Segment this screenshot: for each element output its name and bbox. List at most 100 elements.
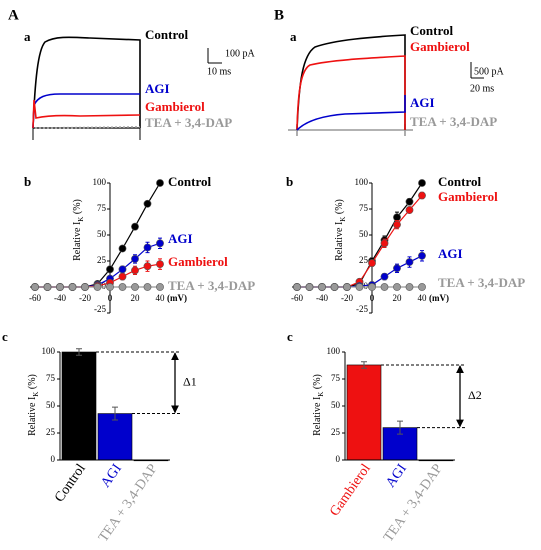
annotation: Δ2 — [468, 388, 482, 402]
trace-label: Gambierol — [145, 99, 205, 114]
y-tick-label: 100 — [355, 177, 369, 187]
data-point — [418, 251, 426, 260]
scale-x: 10 ms — [207, 66, 231, 77]
y-tick-label: 100 — [42, 346, 56, 356]
y-tick-label: 0 — [364, 281, 369, 291]
y-tick-label: 25 — [331, 427, 341, 437]
y-axis-label: Relative IK (%) — [312, 374, 324, 436]
data-point — [368, 283, 376, 291]
annotation-guide — [381, 364, 465, 429]
data-point — [156, 283, 164, 291]
y-tick-label: 75 — [46, 373, 56, 383]
x-tick-label: 40 — [156, 293, 166, 303]
y-tick-label: 25 — [359, 255, 369, 265]
group-label: B — [274, 7, 284, 23]
x-tick-label: Control — [52, 461, 89, 505]
trace-label: TEA + 3,4-DAP — [410, 114, 497, 129]
data-point — [143, 262, 152, 271]
data-point — [393, 283, 401, 291]
series-label: AGI — [438, 246, 463, 261]
y-tick-label: 50 — [46, 400, 56, 410]
data-point — [131, 283, 139, 291]
y-label-sub: K — [317, 392, 325, 397]
panel-label: a — [24, 29, 31, 44]
data-point — [405, 197, 414, 206]
data-point — [156, 239, 164, 248]
trace-label: Control — [410, 23, 453, 38]
panel-label: a — [290, 29, 297, 44]
x-tick-label: -60 — [291, 293, 303, 303]
data-point — [106, 265, 114, 274]
series-label: TEA + 3,4-DAP — [168, 278, 255, 293]
y-label-sub: K — [339, 217, 347, 222]
data-point — [368, 259, 376, 267]
series-label: Gambierol — [438, 189, 498, 204]
x-tick-label: AGI — [98, 461, 125, 490]
panel-label: c — [287, 329, 293, 344]
error-bar — [112, 406, 118, 421]
trace-label: AGI — [410, 95, 435, 110]
x-tick-label: -40 — [54, 293, 66, 303]
scale-x: 20 ms — [470, 83, 494, 94]
y-tick-label: 100 — [327, 346, 341, 356]
data-point — [380, 283, 389, 291]
x-tick-label: -20 — [341, 293, 353, 303]
data-point — [31, 283, 39, 291]
trace-label: TEA + 3,4-DAP — [145, 115, 232, 130]
x-tick-label: 0 — [370, 293, 375, 303]
y-label-unit: (%) — [72, 199, 83, 217]
series-label: Control — [168, 174, 211, 189]
data-point — [56, 283, 64, 291]
data-point — [143, 199, 152, 208]
data-point — [393, 213, 401, 222]
trace-label: Control — [145, 27, 188, 42]
data-point — [405, 258, 414, 266]
y-tick-label: 0 — [336, 454, 341, 464]
data-point — [143, 283, 152, 291]
data-point — [418, 179, 426, 187]
scale-y: 500 pA — [474, 66, 505, 77]
data-point — [118, 265, 127, 274]
x-tick-label: -40 — [316, 293, 328, 303]
x-tick-label: 0 — [108, 293, 113, 303]
data-point — [118, 244, 127, 253]
traces-b — [288, 34, 484, 136]
y-label-main: Relative I — [334, 222, 345, 261]
panel-label: b — [24, 174, 31, 189]
data-point — [106, 283, 114, 291]
y-label-unit: (%) — [27, 374, 38, 392]
y-tick-label: 25 — [46, 427, 56, 437]
annotation-guide — [96, 351, 180, 415]
data-point — [131, 255, 139, 263]
trace-label: Gambierol — [410, 39, 470, 54]
y-label-main: Relative I — [312, 397, 323, 436]
data-point — [118, 283, 127, 291]
y-label-sub: K — [32, 392, 40, 397]
x-tick-label: 20 — [393, 293, 403, 303]
bar — [346, 364, 382, 461]
traces-a — [32, 36, 222, 140]
scale-y: 100 pA — [225, 48, 256, 59]
data-point — [293, 283, 301, 291]
y-tick-label: 0 — [102, 281, 107, 291]
y-tick-label: 0 — [51, 454, 56, 464]
x-axis-label: (mV) — [429, 293, 449, 303]
x-tick-label: -20 — [79, 293, 91, 303]
data-point — [131, 222, 139, 231]
error-bar — [397, 420, 403, 435]
y-label-main: Relative I — [27, 397, 38, 436]
data-point — [405, 206, 414, 214]
data-point — [118, 272, 127, 281]
x-tick-label: -60 — [29, 293, 41, 303]
data-point — [305, 283, 314, 291]
data-point — [418, 283, 426, 291]
series-label: Gambierol — [168, 254, 228, 269]
y-tick-label: -25 — [356, 304, 368, 314]
series-label: AGI — [168, 231, 193, 246]
x-tick-label: Gambierol — [327, 461, 374, 519]
y-tick-label: 75 — [359, 203, 369, 213]
y-axis-label: Relative IK (%) — [27, 374, 39, 436]
y-tick-label: 50 — [331, 400, 341, 410]
y-axis-label: Relative IK (%) — [334, 199, 346, 261]
